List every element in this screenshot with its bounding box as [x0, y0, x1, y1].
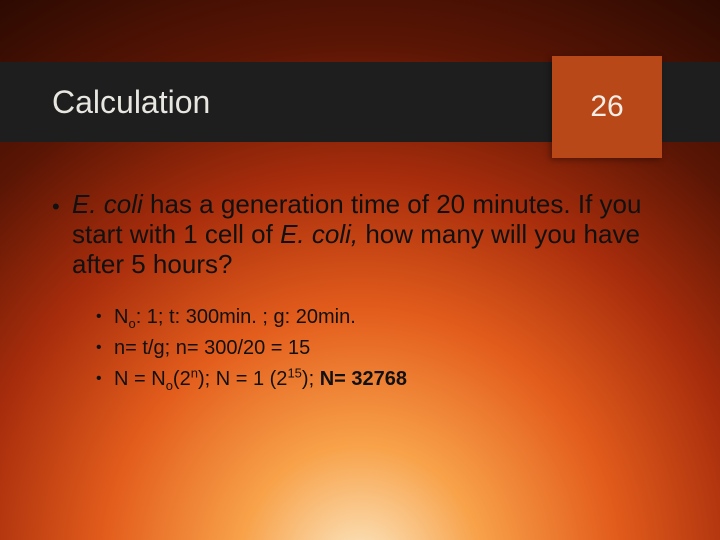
sub-bullet-text: No: 1; t: 300min. ; g: 20min. — [114, 302, 672, 333]
superscript: n — [191, 365, 198, 380]
sub-bullet-list: • No: 1; t: 300min. ; g: 20min. • n= t/g… — [96, 302, 672, 395]
species-name: E. coli, — [280, 219, 358, 249]
subscript: o — [166, 378, 173, 393]
text-segment: (2 — [173, 368, 191, 390]
text-segment: N = N — [114, 368, 166, 390]
bullet-icon: • — [96, 333, 114, 364]
text-segment: : 1; t: 300min. ; g: 20min. — [136, 306, 356, 328]
list-item: • No: 1; t: 300min. ; g: 20min. — [96, 302, 672, 333]
text-segment: ); N = 1 (2 — [198, 368, 287, 390]
text-segment: ); — [302, 368, 320, 390]
superscript: 15 — [287, 365, 301, 380]
text-segment: N — [114, 306, 128, 328]
sub-bullet-text: N = No(2n); N = 1 (215); N= 32768 — [114, 364, 672, 395]
slide: Calculation 26 • E. coli has a generatio… — [0, 0, 720, 540]
slide-content: • E. coli has a generation time of 20 mi… — [52, 190, 672, 395]
bullet-icon: • — [96, 302, 114, 333]
list-item: • N = No(2n); N = 1 (215); N= 32768 — [96, 364, 672, 395]
page-number: 26 — [590, 90, 623, 124]
main-bullet: • E. coli has a generation time of 20 mi… — [52, 190, 672, 280]
page-number-box: 26 — [552, 56, 662, 158]
list-item: • n= t/g; n= 300/20 = 15 — [96, 333, 672, 364]
bullet-icon: • — [96, 364, 114, 395]
subscript: o — [128, 316, 135, 331]
main-bullet-text: E. coli has a generation time of 20 minu… — [72, 190, 672, 280]
sub-bullet-text: n= t/g; n= 300/20 = 15 — [114, 333, 672, 364]
bullet-icon: • — [52, 190, 72, 280]
result-bold: N= 32768 — [320, 368, 407, 390]
species-name: E. coli — [72, 189, 143, 219]
